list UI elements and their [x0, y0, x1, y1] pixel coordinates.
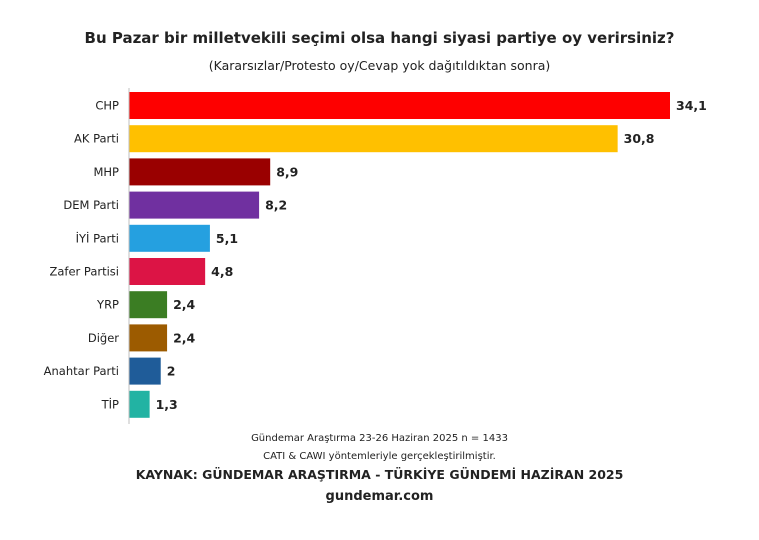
value-label: 30,8	[624, 131, 655, 146]
bar-2	[129, 158, 271, 186]
value-label: 2,4	[173, 330, 195, 345]
bar-5	[129, 258, 206, 285]
bar-8	[129, 357, 161, 385]
category-label: AK Parti	[74, 132, 119, 146]
bar-0	[129, 92, 670, 119]
value-label: 2,4	[173, 297, 195, 312]
category-label: Diğer	[88, 331, 119, 345]
chart-subtitle: (Kararsızlar/Protesto oy/Cevap yok dağıt…	[208, 58, 551, 73]
value-label: 34,1	[676, 98, 707, 113]
category-label: YRP	[96, 298, 119, 312]
survey-note: Gündemar Araştırma 23-26 Haziran 2025 n …	[251, 433, 508, 444]
bar-3	[129, 191, 260, 219]
value-label: 2	[167, 364, 176, 379]
bar-1	[129, 125, 618, 153]
category-label: MHP	[93, 165, 119, 179]
bar-9	[129, 390, 150, 418]
bar-6	[129, 291, 168, 319]
category-label: DEM Parti	[63, 198, 119, 212]
category-label: Zafer Partisi	[49, 265, 119, 279]
category-label: CHP	[95, 99, 119, 113]
method-note: CATI & CAWI yöntemleriyle gerçekleştiril…	[263, 451, 496, 462]
chart-title: Bu Pazar bir milletvekili seçimi olsa ha…	[84, 29, 675, 47]
value-label: 5,1	[216, 231, 238, 246]
bars-group: CHP 34,1 AK Parti 30,8 MHP 8,9 DEM Parti 8,2 İYİ…	[44, 92, 707, 418]
category-label: Anahtar Parti	[44, 364, 119, 378]
bar-7	[129, 324, 168, 352]
category-label: TİP	[101, 396, 119, 411]
bar-chart: CHP 34,1 AK Parti 30,8 MHP 8,9 DEM Parti 8,2 İYİ…	[44, 88, 707, 424]
value-label: 1,3	[156, 397, 178, 412]
value-label: 8,2	[265, 198, 287, 213]
category-label: İYİ Parti	[76, 230, 119, 245]
source-label: KAYNAK: GÜNDEMAR ARAŞTIRMA - TÜRKİYE GÜN…	[135, 467, 624, 482]
value-label: 8,9	[276, 164, 298, 179]
value-label: 4,8	[211, 264, 233, 279]
website-label: gundemar.com	[325, 489, 434, 504]
bar-4	[129, 224, 210, 252]
